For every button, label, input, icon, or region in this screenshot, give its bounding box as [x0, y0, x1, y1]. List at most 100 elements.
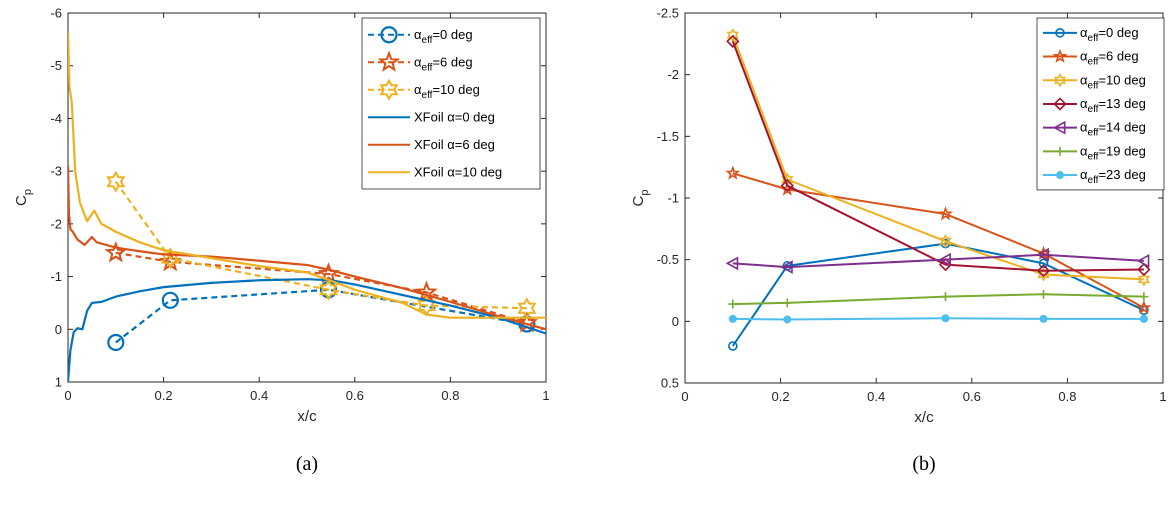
series-line [115, 251, 528, 325]
y-tick-label: -2 [667, 67, 679, 82]
data-point [1036, 247, 1049, 262]
y-tick-label: 0.5 [661, 376, 679, 391]
legend-label-suffix: =23 deg [1098, 167, 1145, 182]
legend-box [361, 17, 541, 190]
y-tick-label: -5 [50, 58, 62, 73]
legend-label-suffix: =6 deg [432, 54, 472, 69]
legend-swatch-marker [379, 78, 399, 101]
data-point [938, 257, 953, 272]
data-point [104, 240, 128, 263]
data-point [728, 314, 737, 323]
legend-label-main: α [414, 27, 422, 42]
legend-label: XFoil α=10 deg [414, 164, 502, 179]
x-axis-label: x/c [914, 409, 934, 426]
data-point [1039, 314, 1048, 323]
series-line [731, 41, 1144, 272]
data-point [941, 292, 951, 302]
legend-item: αeff=10 deg [1043, 72, 1146, 91]
x-tick-label: 1 [542, 388, 549, 403]
y-tick-label: 0 [672, 314, 679, 329]
legend-swatch-marker [377, 50, 401, 72]
legend-label-main: α [414, 82, 422, 97]
y-tick-label: -1 [667, 191, 679, 206]
legend-label: αeff=14 deg [1080, 120, 1146, 139]
chart-panel-a: 0 0.2 0.4 0.6 0.8 1-6-5-4-3-2-101x/cCpαeff=0 … [13, 6, 550, 476]
y-tick-label: 0 [55, 322, 62, 337]
series-4 [726, 34, 1151, 278]
legend-label: αeff=19 deg [1080, 143, 1146, 162]
legend-label-main: α [1080, 72, 1088, 87]
data-point [726, 34, 740, 48]
legend-swatch-marker [1052, 120, 1066, 135]
legend-item: αeff=6 deg [368, 50, 473, 73]
data-point [780, 260, 793, 274]
legend-label-suffix: =6 deg [455, 137, 495, 152]
y-tick-label: -2 [50, 216, 62, 231]
y-tick-label: -1 [50, 269, 62, 284]
x-tick-label: 0.6 [346, 388, 364, 403]
legend-label: XFoil α=0 deg [414, 109, 495, 124]
data-point [107, 333, 125, 352]
legend-label: XFoil α=6 deg [414, 137, 495, 152]
y-tick-label: -6 [50, 6, 62, 21]
data-point [726, 28, 739, 43]
legend-label-subscript: eff [422, 62, 433, 73]
chart-panel-b: 0 0.2 0.4 0.6 0.8 1-2.5-2-1.5-1-0.500.5x/cCpα… [630, 6, 1167, 476]
x-tick-label: 0.8 [441, 388, 459, 403]
y-tick-label: -0.5 [657, 252, 679, 267]
legend-label-subscript: eff [1088, 33, 1099, 44]
x-tick-label: 0.4 [867, 389, 885, 404]
legend-label-main: α [1080, 120, 1088, 135]
legend-item: αeff=23 deg [1043, 167, 1146, 186]
y-axis-label-subscript: p [639, 190, 651, 196]
series-5 [725, 247, 1150, 274]
plot-area [725, 28, 1152, 351]
data-point [1139, 305, 1149, 316]
data-point [1038, 258, 1049, 269]
series-line [114, 181, 527, 310]
series-line [115, 288, 528, 344]
x-tick-label: 0.6 [963, 389, 981, 404]
x-tick-label: 0 [681, 389, 688, 404]
data-point [1039, 289, 1048, 299]
y-axis-label-main: C [13, 195, 30, 206]
series-line [732, 293, 1144, 306]
legend-label-main: α [1080, 143, 1088, 158]
legend-label-suffix: =0 deg [455, 109, 495, 124]
legend-label-suffix: =0 deg [1098, 25, 1138, 40]
y-tick-label: -2.5 [657, 6, 679, 21]
series-4 [68, 278, 546, 382]
legend-label-main: XFoil α [414, 137, 455, 152]
x-tick-label: 0.8 [1058, 389, 1076, 404]
data-point [780, 179, 794, 193]
legend-swatch-marker [1055, 28, 1065, 38]
legend-swatch-marker [1053, 73, 1067, 88]
series-line [68, 165, 546, 331]
plot-area [68, 31, 546, 382]
data-point [161, 291, 179, 309]
legend-swatch-marker [1056, 171, 1064, 180]
legend-label-subscript: eff [1088, 80, 1099, 91]
data-point [1136, 254, 1150, 268]
data-point [106, 170, 126, 193]
series-line [731, 34, 1144, 281]
series-3 [726, 28, 1151, 287]
data-point [782, 298, 792, 308]
x-tick-label: 0.4 [250, 388, 268, 403]
legend-label-main: α [414, 54, 422, 69]
y-tick-label: 1 [55, 375, 62, 390]
legend-item: αeff=0 deg [1043, 25, 1139, 44]
panel-caption: (b) [912, 453, 935, 475]
series-line [68, 31, 546, 319]
series-6 [728, 289, 1149, 309]
y-tick-label: -4 [50, 111, 62, 126]
y-tick-label: -3 [50, 164, 62, 179]
data-point [783, 315, 792, 324]
legend-item: αeff=10 deg [368, 78, 480, 101]
legend-item: XFoil α=0 deg [368, 109, 495, 124]
legend-label: αeff=10 deg [414, 82, 480, 101]
data-point [1137, 262, 1151, 277]
legend-label: αeff=0 deg [1080, 25, 1139, 44]
